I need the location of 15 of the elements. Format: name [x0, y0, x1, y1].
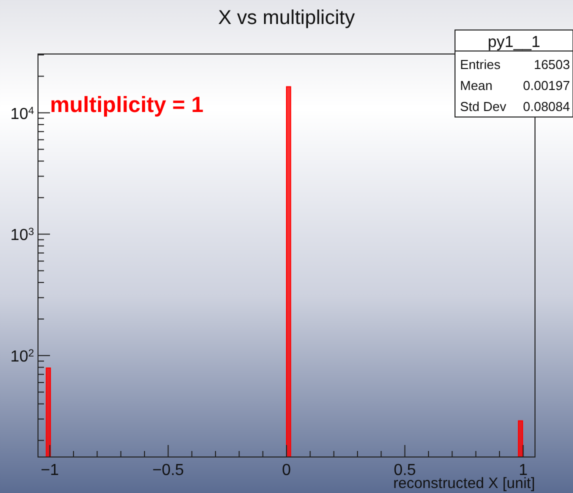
- y-tick-label: 10$^{3}$: [10, 226, 34, 244]
- annotation: Std Dev: [460, 99, 507, 114]
- annotation: 16503: [534, 57, 570, 72]
- x-tick-label: −0.5: [152, 462, 184, 479]
- annotation: Entries: [460, 57, 501, 72]
- annotation: 0.00197: [523, 78, 570, 93]
- annotation: 0.08084: [523, 99, 570, 114]
- y-tick-label: 10$^{2}$: [10, 348, 34, 366]
- x-tick-label: 0: [282, 462, 292, 479]
- chart-title: X vs multiplicity: [218, 7, 355, 29]
- text: py1__1: [488, 34, 540, 51]
- y-tick-label: 10$^{4}$: [10, 105, 34, 123]
- annotation: Mean: [460, 78, 493, 93]
- annotation: multiplicity = 1: [50, 92, 204, 117]
- x-tick-label: −1: [40, 462, 60, 479]
